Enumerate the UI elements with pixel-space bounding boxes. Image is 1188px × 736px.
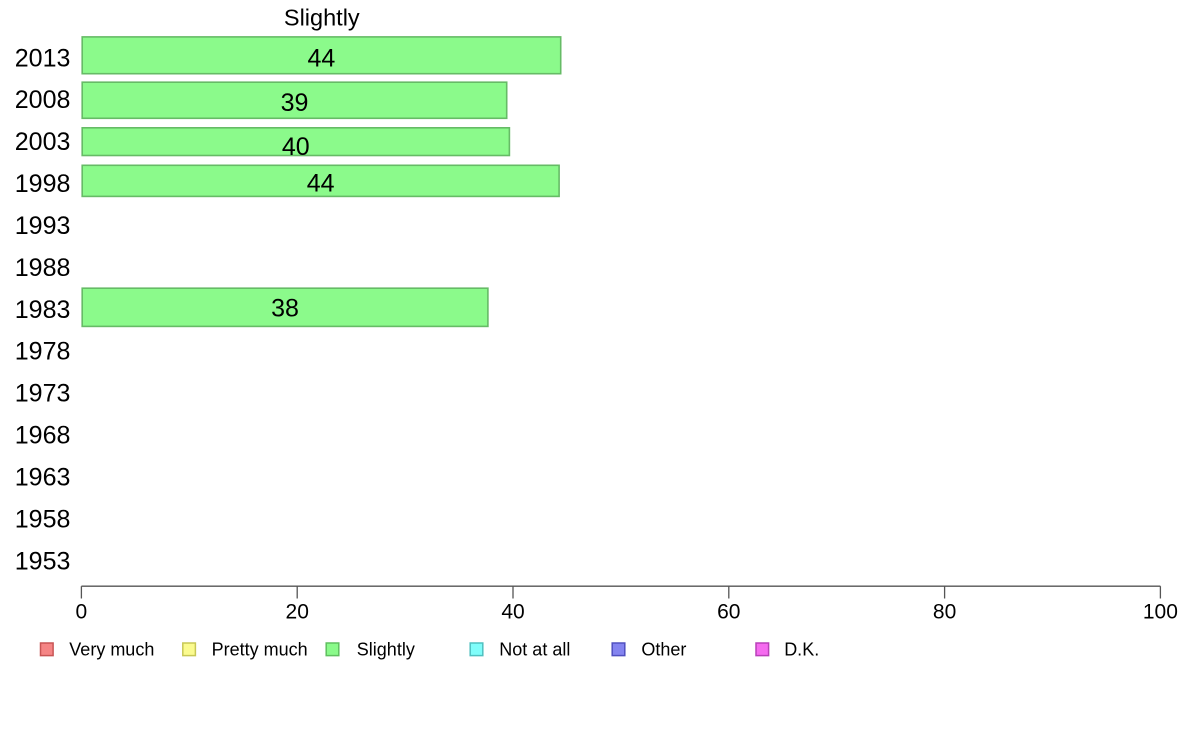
svg-text:Pretty much: Pretty much (212, 639, 308, 659)
svg-text:Slightly: Slightly (284, 4, 360, 30)
svg-text:1983: 1983 (15, 296, 71, 324)
svg-text:1993: 1993 (15, 212, 71, 240)
svg-text:Other: Other (641, 639, 686, 659)
svg-text:44: 44 (307, 170, 335, 198)
svg-text:39: 39 (281, 89, 309, 117)
svg-text:1988: 1988 (15, 254, 71, 282)
svg-text:2013: 2013 (15, 44, 71, 72)
svg-text:1963: 1963 (15, 464, 71, 492)
svg-text:100: 100 (1143, 600, 1178, 623)
svg-text:1958: 1958 (15, 505, 71, 533)
svg-text:0: 0 (76, 600, 88, 623)
svg-text:2003: 2003 (15, 128, 71, 156)
svg-text:40: 40 (282, 133, 310, 161)
svg-text:40: 40 (501, 600, 524, 623)
svg-text:1973: 1973 (15, 380, 71, 408)
svg-text:Slightly: Slightly (357, 639, 415, 659)
svg-text:Very much: Very much (69, 639, 154, 659)
svg-text:Not at all: Not at all (499, 639, 570, 659)
svg-text:60: 60 (717, 600, 740, 623)
svg-text:1998: 1998 (15, 170, 71, 198)
svg-text:1978: 1978 (15, 338, 71, 366)
svg-text:D.K.: D.K. (784, 639, 819, 659)
svg-text:2008: 2008 (15, 86, 71, 114)
svg-text:20: 20 (286, 600, 309, 623)
svg-text:44: 44 (307, 45, 335, 73)
svg-text:1968: 1968 (15, 422, 71, 450)
svg-text:38: 38 (271, 295, 299, 323)
svg-text:1953: 1953 (15, 547, 71, 575)
svg-text:80: 80 (933, 600, 956, 623)
